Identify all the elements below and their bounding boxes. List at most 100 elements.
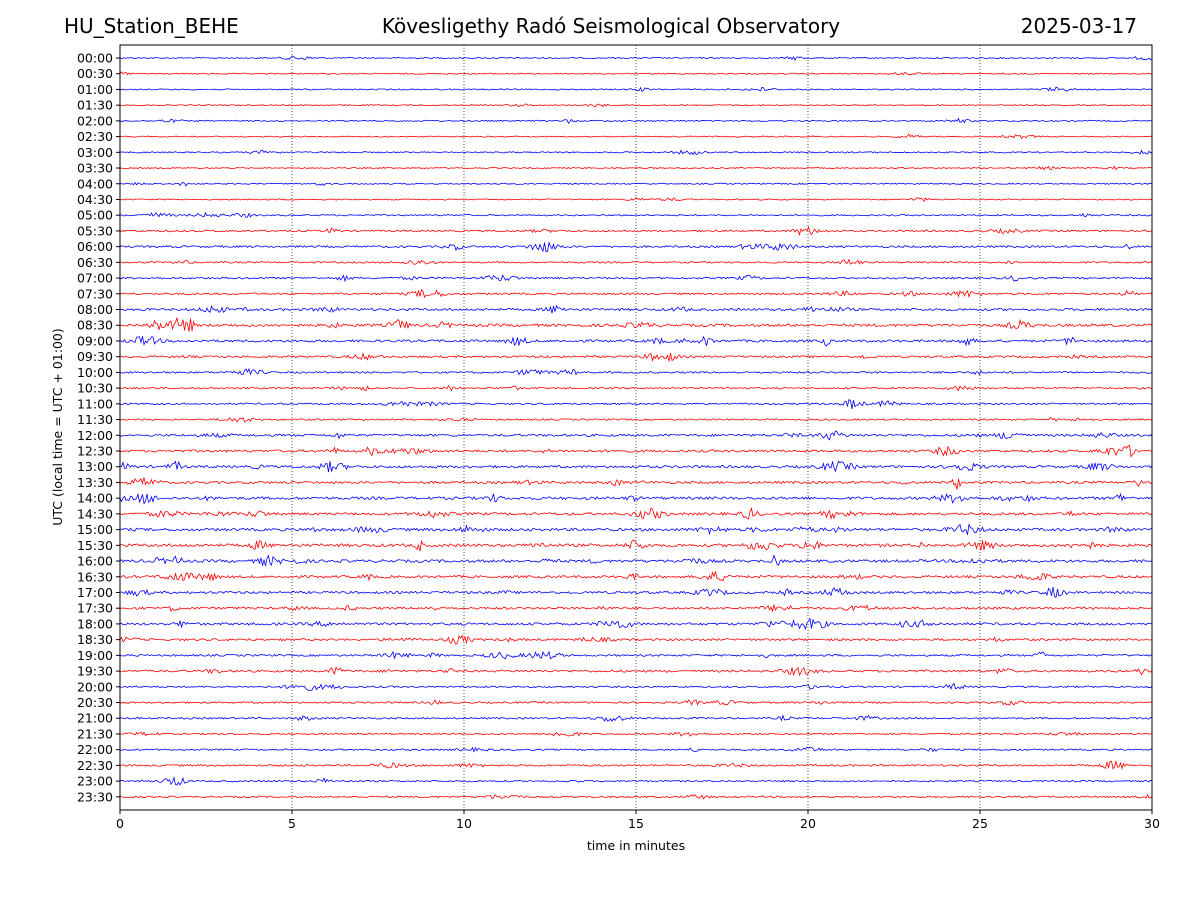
trace-0400 [119, 181, 1153, 187]
trace-1030 [119, 384, 1153, 392]
trace-0700 [119, 274, 1153, 283]
trace-1200 [119, 430, 1153, 441]
trace-1930 [119, 666, 1153, 677]
y-tick-label: 07:00 [77, 271, 113, 286]
y-tick-label: 18:30 [77, 632, 113, 647]
y-tick-label: 23:30 [77, 789, 113, 804]
y-tick-label: 00:30 [77, 66, 113, 81]
trace-0730 [119, 288, 1153, 299]
y-axis: 00:0000:3001:0001:3002:0002:3003:0003:30… [77, 51, 120, 804]
trace-2200 [119, 746, 1153, 753]
y-tick-label: 07:30 [77, 286, 113, 301]
trace-2030 [119, 699, 1153, 706]
y-tick-label: 22:30 [77, 758, 113, 773]
trace-0630 [119, 258, 1153, 265]
trace-1830 [119, 634, 1153, 645]
y-tick-label: 17:00 [77, 585, 113, 600]
y-tick-label: 09:30 [77, 349, 113, 364]
trace-1330 [119, 477, 1153, 490]
y-tick-label: 05:30 [77, 223, 113, 238]
trace-0930 [119, 352, 1153, 363]
y-tick-label: 02:30 [77, 129, 113, 144]
seismic-traces [119, 55, 1153, 800]
trace-1300 [119, 460, 1153, 473]
trace-1130 [119, 416, 1153, 423]
y-tick-label: 22:00 [77, 742, 113, 757]
station-name: HU_Station_BEHE [64, 14, 239, 38]
y-tick-label: 06:00 [77, 239, 113, 254]
trace-0330 [119, 165, 1153, 171]
trace-1730 [119, 603, 1153, 613]
y-tick-label: 08:00 [77, 302, 113, 317]
trace-1530 [119, 539, 1153, 552]
y-tick-label: 21:30 [77, 726, 113, 741]
trace-1600 [119, 554, 1153, 567]
y-tick-label: 12:30 [77, 444, 113, 459]
y-tick-label: 04:00 [77, 176, 113, 191]
trace-1700 [119, 586, 1153, 599]
y-tick-label: 18:00 [77, 616, 113, 631]
trace-2130 [119, 731, 1153, 737]
trace-0430 [119, 197, 1153, 202]
y-tick-label: 11:30 [77, 412, 113, 427]
y-tick-label: 00:00 [77, 51, 113, 66]
record-date: 2025-03-17 [1020, 14, 1137, 38]
trace-1630 [119, 571, 1153, 582]
y-tick-label: 19:30 [77, 664, 113, 679]
x-tick-label: 15 [628, 816, 644, 831]
y-tick-label: 09:00 [77, 333, 113, 348]
trace-1400 [119, 492, 1153, 505]
y-axis-label: UTC (local time = UTC + 01:00) [50, 328, 65, 526]
y-tick-label: 12:00 [77, 428, 113, 443]
y-tick-label: 14:30 [77, 506, 113, 521]
trace-2100 [119, 714, 1153, 722]
y-tick-label: 11:00 [77, 396, 113, 411]
trace-0030 [119, 71, 1153, 76]
x-axis-label: time in minutes [587, 838, 685, 853]
grid-lines [291, 45, 981, 810]
y-tick-label: 19:00 [77, 648, 113, 663]
trace-1900 [119, 650, 1153, 660]
y-tick-label: 21:00 [77, 711, 113, 726]
trace-0230 [119, 133, 1153, 140]
trace-2300 [119, 775, 1153, 786]
trace-1430 [119, 507, 1153, 521]
y-tick-label: 23:00 [77, 774, 113, 789]
y-tick-label: 20:00 [77, 679, 113, 694]
y-tick-label: 04:30 [77, 192, 113, 207]
trace-0830 [119, 317, 1153, 332]
trace-1500 [119, 523, 1152, 536]
x-tick-label: 0 [116, 816, 124, 831]
trace-0530 [119, 225, 1153, 236]
trace-2000 [119, 682, 1153, 692]
x-tick-label: 5 [288, 816, 296, 831]
y-tick-label: 16:30 [77, 569, 113, 584]
trace-0800 [119, 304, 1153, 314]
y-tick-label: 10:00 [77, 365, 113, 380]
trace-1000 [119, 367, 1153, 376]
x-tick-label: 30 [1144, 816, 1160, 831]
y-tick-label: 13:00 [77, 459, 113, 474]
chart-title: Kövesligethy Radó Seismological Observat… [381, 14, 841, 38]
y-tick-label: 13:30 [77, 475, 113, 490]
trace-0500 [119, 211, 1153, 218]
y-tick-label: 16:00 [77, 554, 113, 569]
y-tick-label: 14:00 [77, 491, 113, 506]
y-tick-label: 03:00 [77, 145, 113, 160]
x-axis: 0 5 10 15 20 25 30 [116, 810, 1160, 831]
y-tick-label: 01:30 [77, 98, 113, 113]
y-tick-label: 01:00 [77, 82, 113, 97]
y-tick-label: 08:30 [77, 318, 113, 333]
trace-0000 [119, 55, 1153, 61]
trace-2230 [119, 759, 1153, 770]
x-tick-label: 20 [800, 816, 816, 831]
x-tick-label: 10 [456, 816, 472, 831]
trace-0100 [119, 86, 1153, 93]
trace-0600 [119, 241, 1153, 253]
trace-0900 [119, 335, 1153, 347]
trace-2330 [119, 793, 1153, 800]
trace-1800 [119, 617, 1153, 631]
y-tick-label: 02:00 [77, 113, 113, 128]
y-tick-label: 10:30 [77, 381, 113, 396]
